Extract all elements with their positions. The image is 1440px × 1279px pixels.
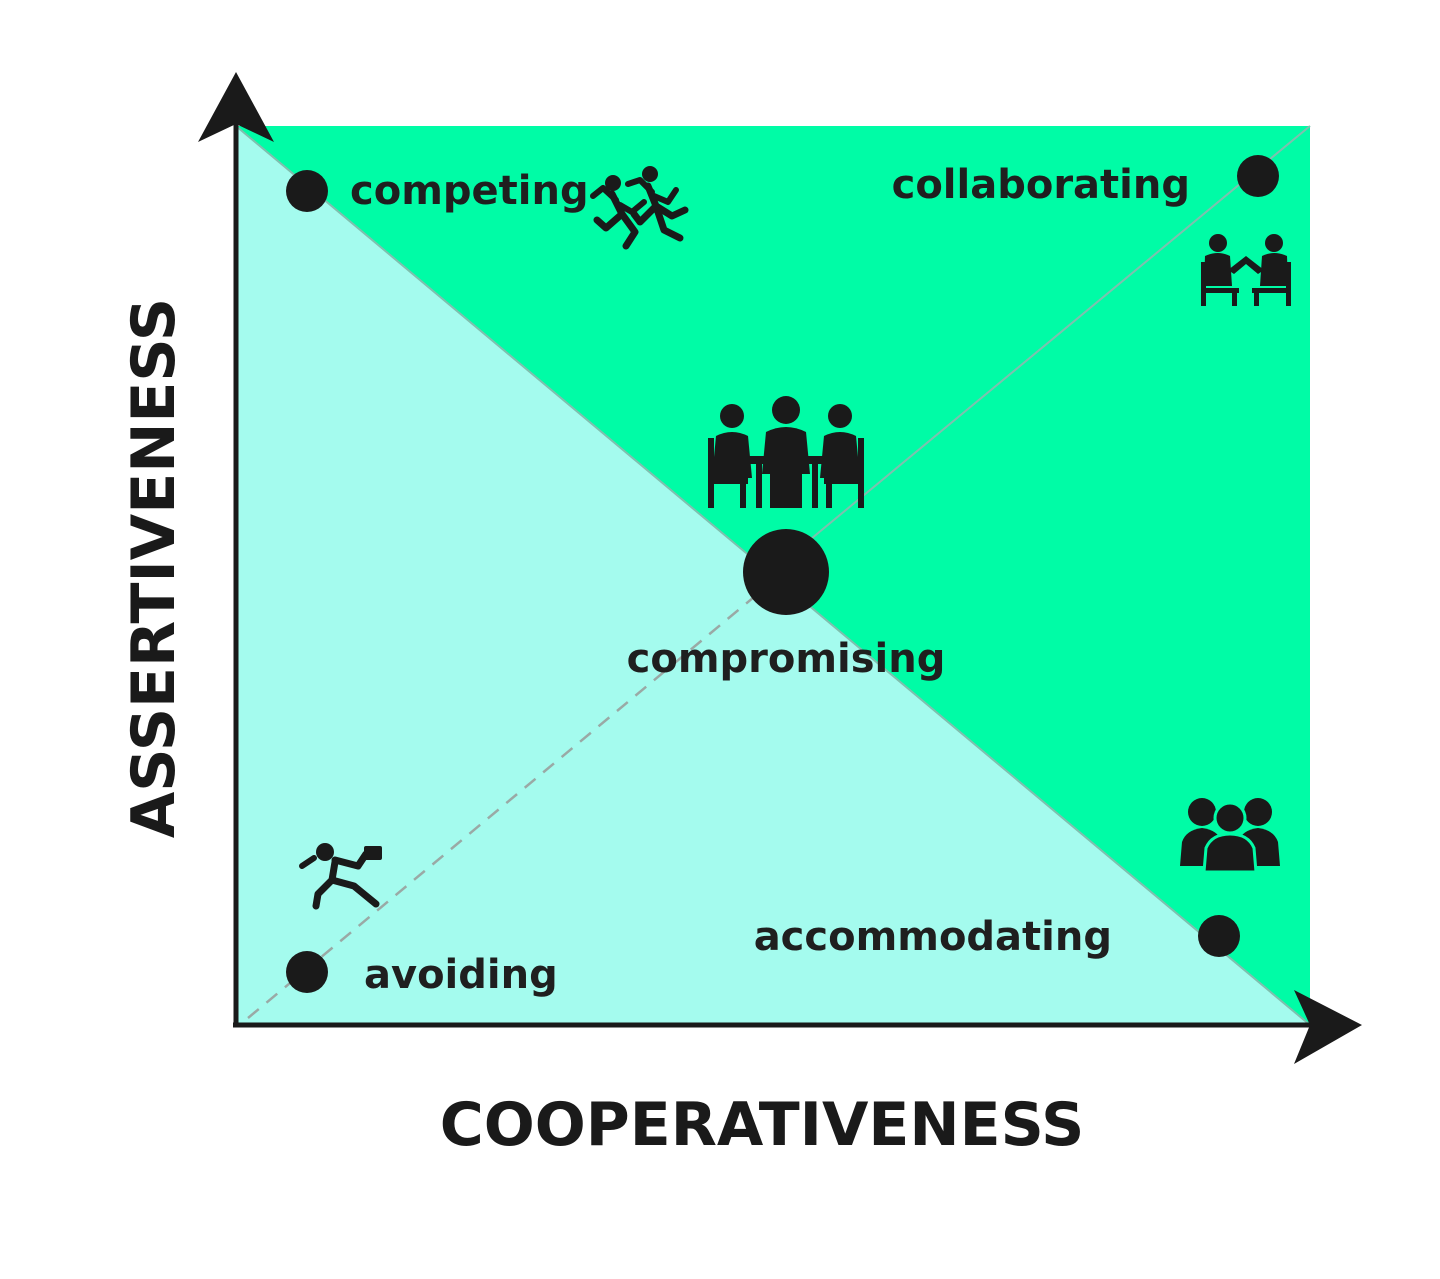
compromising-dot bbox=[743, 529, 829, 615]
x-axis-arrow bbox=[1294, 990, 1362, 1064]
fleeing-person-icon bbox=[299, 843, 382, 910]
meeting-table-icon bbox=[708, 396, 864, 508]
diagonal-solid bbox=[799, 125, 1311, 549]
collaborating-label: collaborating bbox=[892, 162, 1190, 208]
y-axis-arrow bbox=[198, 72, 274, 142]
compromising-label: compromising bbox=[627, 636, 946, 682]
avoiding-label: avoiding bbox=[364, 952, 558, 998]
collaborating-dot bbox=[1237, 155, 1279, 197]
x-axis-title: COOPERATIVENESS bbox=[440, 1090, 1085, 1160]
y-axis-title: ASSERTIVENESS bbox=[119, 298, 189, 838]
group-people-icon bbox=[1180, 798, 1280, 874]
runners-icon bbox=[590, 166, 689, 250]
accommodating-label: accommodating bbox=[754, 914, 1112, 960]
accommodating-dot bbox=[1198, 915, 1240, 957]
avoiding-dot bbox=[286, 951, 328, 993]
handshake-meeting-icon bbox=[1201, 234, 1291, 306]
competing-dot bbox=[286, 170, 328, 212]
diagonal-dashed bbox=[247, 591, 761, 1019]
competing-label: competing bbox=[350, 168, 589, 214]
